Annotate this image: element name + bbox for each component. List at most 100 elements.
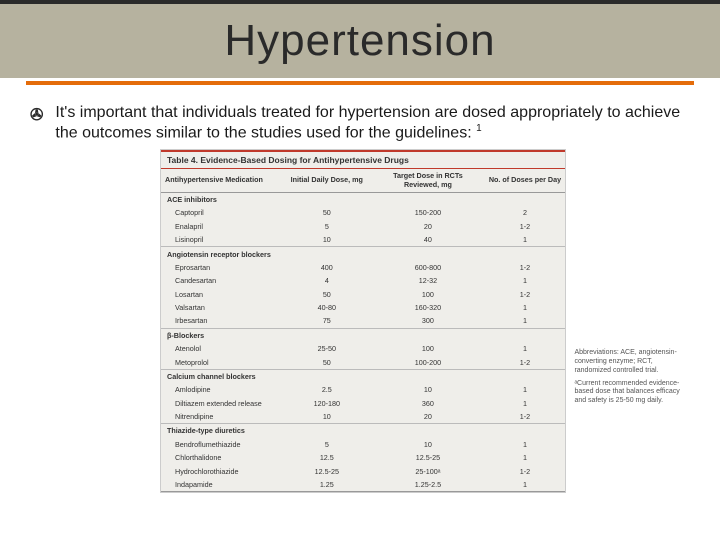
table-caption: Table 4. Evidence-Based Dosing for Antih… xyxy=(161,150,565,169)
cell-target: 40 xyxy=(371,233,484,247)
table-row: Candesartan412-321 xyxy=(161,274,565,287)
cell-doses: 2 xyxy=(485,206,566,219)
bullet-superscript: 1 xyxy=(476,123,482,134)
table-group-label: Angiotensin receptor blockers xyxy=(161,247,565,261)
dosing-table-container: Table 4. Evidence-Based Dosing for Antih… xyxy=(160,149,566,493)
cell-target: 150-200 xyxy=(371,206,484,219)
bullet-glyph: ✇ xyxy=(30,105,43,125)
cell-initial: 4 xyxy=(282,274,371,287)
cell-medication: Atenolol xyxy=(161,342,282,355)
table-group-label: Thiazide-type diuretics xyxy=(161,424,565,438)
cell-initial: 50 xyxy=(282,206,371,219)
cell-initial: 120-180 xyxy=(282,397,371,410)
body-area: ✇ It's important that individuals treate… xyxy=(0,85,720,493)
table-head: Antihypertensive Medication Initial Dail… xyxy=(161,169,565,192)
cell-target: 100-200 xyxy=(371,355,484,369)
cell-medication: Amlodipine xyxy=(161,383,282,396)
cell-doses: 1 xyxy=(485,383,566,396)
cell-medication: Diltiazem extended release xyxy=(161,397,282,410)
cell-medication: Lisinopril xyxy=(161,233,282,247)
title-band: Hypertension xyxy=(0,0,720,78)
table-group-label: ACE inhibitors xyxy=(161,192,565,206)
cell-doses: 1 xyxy=(485,397,566,410)
table-row: Irbesartan753001 xyxy=(161,314,565,328)
cell-doses: 1 xyxy=(485,233,566,247)
cell-target: 12.5-25 xyxy=(371,451,484,464)
cell-medication: Captopril xyxy=(161,206,282,219)
cell-medication: Eprosartan xyxy=(161,261,282,274)
cell-initial: 75 xyxy=(282,314,371,328)
bullet-row: ✇ It's important that individuals treate… xyxy=(30,103,690,143)
table-row: Atenolol25-501001 xyxy=(161,342,565,355)
table-footnote: Abbreviations: ACE, angiotensin-converti… xyxy=(574,149,690,406)
cell-initial: 2.5 xyxy=(282,383,371,396)
bullet-text-main: It's important that individuals treated … xyxy=(55,104,680,141)
table-row: Bendroflumethiazide5101 xyxy=(161,438,565,451)
col-target-dose: Target Dose in RCTs Reviewed, mg xyxy=(371,169,484,192)
table-row: Amlodipine2.5101 xyxy=(161,383,565,396)
cell-target: 20 xyxy=(371,410,484,424)
table-body: ACE inhibitorsCaptopril50150-2002Enalapr… xyxy=(161,192,565,491)
table-group-row: Thiazide-type diuretics xyxy=(161,424,565,438)
cell-doses: 1 xyxy=(485,451,566,464)
cell-target: 12-32 xyxy=(371,274,484,287)
cell-target: 600-800 xyxy=(371,261,484,274)
cell-medication: Hydrochlorothiazide xyxy=(161,464,282,477)
cell-medication: Metoprolol xyxy=(161,355,282,369)
cell-doses: 1 xyxy=(485,478,566,492)
cell-medication: Enalapril xyxy=(161,220,282,233)
cell-initial: 400 xyxy=(282,261,371,274)
cell-target: 1.25-2.5 xyxy=(371,478,484,492)
table-row: Losartan501001-2 xyxy=(161,288,565,301)
cell-doses: 1-2 xyxy=(485,220,566,233)
cell-doses: 1 xyxy=(485,438,566,451)
footnote-abbrev: Abbreviations: ACE, angiotensin-converti… xyxy=(574,349,690,375)
cell-target: 20 xyxy=(371,220,484,233)
table-row: Chlorthalidone12.512.5-251 xyxy=(161,451,565,464)
cell-target: 360 xyxy=(371,397,484,410)
cell-medication: Valsartan xyxy=(161,301,282,314)
table-row: Hydrochlorothiazide12.5-2525-100ᵃ1-2 xyxy=(161,464,565,477)
table-group-row: β-Blockers xyxy=(161,328,565,342)
cell-medication: Nitrendipine xyxy=(161,410,282,424)
cell-doses: 1 xyxy=(485,301,566,314)
cell-medication: Candesartan xyxy=(161,274,282,287)
cell-target: 10 xyxy=(371,383,484,396)
table-row: Enalapril5201-2 xyxy=(161,220,565,233)
table-group-row: ACE inhibitors xyxy=(161,192,565,206)
table-group-row: Angiotensin receptor blockers xyxy=(161,247,565,261)
table-row: Diltiazem extended release120-1803601 xyxy=(161,397,565,410)
cell-initial: 5 xyxy=(282,438,371,451)
cell-target: 10 xyxy=(371,438,484,451)
cell-initial: 10 xyxy=(282,410,371,424)
cell-initial: 50 xyxy=(282,288,371,301)
cell-target: 100 xyxy=(371,342,484,355)
col-medication: Antihypertensive Medication xyxy=(161,169,282,192)
cell-initial: 5 xyxy=(282,220,371,233)
cell-medication: Bendroflumethiazide xyxy=(161,438,282,451)
cell-target: 160-320 xyxy=(371,301,484,314)
cell-medication: Chlorthalidone xyxy=(161,451,282,464)
table-row: Metoprolol50100-2001-2 xyxy=(161,355,565,369)
col-initial-dose: Initial Daily Dose, mg xyxy=(282,169,371,192)
table-zone: Table 4. Evidence-Based Dosing for Antih… xyxy=(160,149,690,493)
cell-medication: Irbesartan xyxy=(161,314,282,328)
table-group-row: Calcium channel blockers xyxy=(161,369,565,383)
cell-doses: 1-2 xyxy=(485,355,566,369)
cell-initial: 12.5 xyxy=(282,451,371,464)
table-row: Eprosartan400600-8001-2 xyxy=(161,261,565,274)
cell-doses: 1-2 xyxy=(485,464,566,477)
col-doses-per-day: No. of Doses per Day xyxy=(485,169,566,192)
cell-doses: 1-2 xyxy=(485,288,566,301)
dosing-table: Antihypertensive Medication Initial Dail… xyxy=(161,169,565,492)
cell-doses: 1-2 xyxy=(485,261,566,274)
cell-target: 100 xyxy=(371,288,484,301)
cell-doses: 1 xyxy=(485,314,566,328)
table-row: Lisinopril10401 xyxy=(161,233,565,247)
table-row: Nitrendipine10201-2 xyxy=(161,410,565,424)
table-group-label: Calcium channel blockers xyxy=(161,369,565,383)
cell-initial: 50 xyxy=(282,355,371,369)
cell-doses: 1 xyxy=(485,274,566,287)
slide-title: Hypertension xyxy=(224,16,495,66)
cell-initial: 40-80 xyxy=(282,301,371,314)
